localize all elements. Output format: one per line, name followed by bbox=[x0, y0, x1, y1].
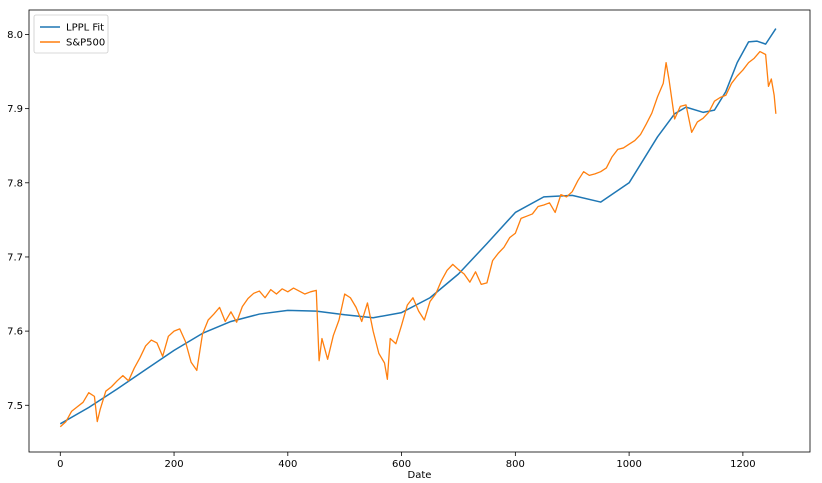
axes-border bbox=[28, 9, 811, 453]
y-tick-label: 7.8 bbox=[7, 178, 23, 189]
legend: LPPL Fit S&P500 bbox=[33, 14, 109, 54]
x-tick-label: 200 bbox=[165, 459, 184, 470]
legend-entry: S&P500 bbox=[66, 38, 105, 49]
x-tick-label: 800 bbox=[506, 459, 525, 470]
legend-entry: LPPL Fit bbox=[66, 23, 104, 34]
x-tick-label: 400 bbox=[278, 459, 297, 470]
y-tick-label: 7.7 bbox=[7, 252, 23, 263]
axes-frame bbox=[28, 9, 811, 453]
y-tick-label: 7.6 bbox=[7, 327, 23, 338]
x-tick-label: 600 bbox=[392, 459, 411, 470]
y-axis: 7.5 7.6 7.7 7.8 7.9 8.0 bbox=[7, 30, 29, 412]
x-axis-label: Date bbox=[408, 470, 432, 481]
x-tick-label: 1000 bbox=[616, 459, 641, 470]
legend-box bbox=[33, 14, 109, 54]
y-tick-label: 7.9 bbox=[7, 104, 23, 115]
x-axis: 0 200 400 600 800 1000 1200 bbox=[57, 452, 756, 470]
plot-area bbox=[59, 28, 777, 428]
x-tick-label: 1200 bbox=[730, 459, 755, 470]
series-line-sp500 bbox=[59, 50, 777, 428]
x-tick-label: 0 bbox=[57, 459, 63, 470]
y-tick-label: 7.5 bbox=[7, 401, 23, 412]
series-line-lppl-fit bbox=[59, 28, 777, 425]
y-tick-label: 8.0 bbox=[7, 30, 23, 41]
